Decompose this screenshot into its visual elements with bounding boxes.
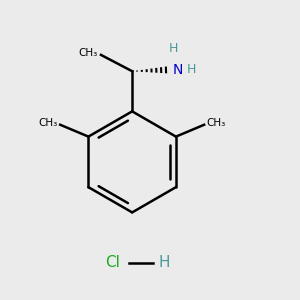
- Text: H: H: [187, 63, 196, 76]
- Text: Cl: Cl: [105, 255, 120, 270]
- Text: H: H: [159, 255, 170, 270]
- Text: CH₃: CH₃: [38, 118, 58, 128]
- Text: CH₃: CH₃: [206, 118, 226, 128]
- Text: H: H: [169, 42, 178, 56]
- Text: CH₃: CH₃: [79, 48, 98, 59]
- Text: N: N: [172, 63, 183, 77]
